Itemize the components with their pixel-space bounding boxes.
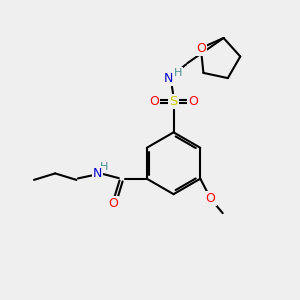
Text: O: O (149, 95, 159, 108)
Text: H: H (100, 162, 108, 172)
Text: N: N (93, 167, 102, 180)
Text: S: S (169, 95, 178, 108)
Text: O: O (188, 95, 198, 108)
Text: O: O (196, 42, 206, 55)
Text: O: O (109, 197, 118, 210)
Text: N: N (164, 72, 173, 85)
Text: H: H (173, 68, 182, 78)
Text: O: O (206, 192, 216, 205)
